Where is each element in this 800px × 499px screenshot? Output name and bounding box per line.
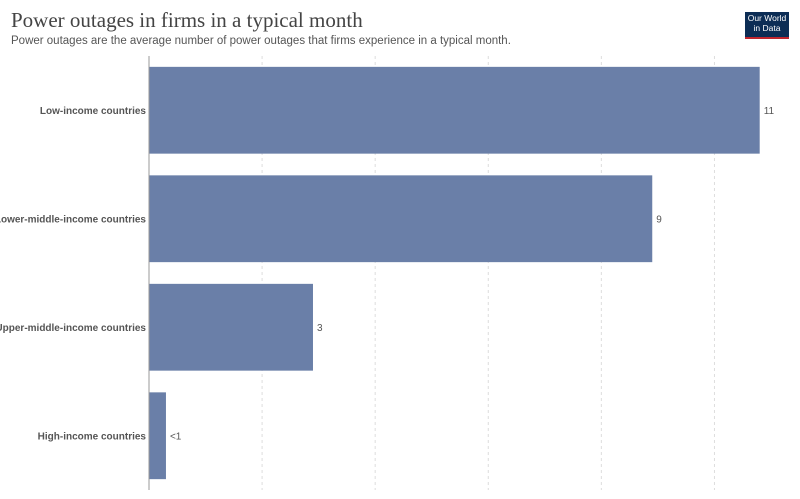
logo-line-2: in Data: [753, 23, 781, 33]
bars: [149, 66, 760, 480]
labels: Low-income countries 11 Lower-middle-incom…: [0, 106, 775, 443]
category-label: Low-income countries: [40, 106, 147, 117]
value-label: <1: [170, 431, 182, 442]
bar[interactable]: [149, 66, 760, 154]
bar[interactable]: [149, 283, 313, 371]
category-label: Lower-middle-income countries: [0, 214, 146, 225]
bar[interactable]: [149, 175, 653, 263]
value-label: 3: [317, 323, 323, 334]
value-label: 11: [764, 106, 775, 117]
category-label: High-income countries: [38, 431, 147, 442]
category-label: Upper-middle-income countries: [0, 323, 146, 334]
chart-subtitle: Power outages are the average number of …: [11, 35, 511, 47]
chart-title: Power outages in firms in a typical mont…: [11, 8, 363, 32]
value-label: 9: [656, 214, 662, 225]
bar[interactable]: [149, 392, 166, 480]
owid-logo[interactable]: Our World in Data: [745, 12, 789, 39]
logo-line-1: Our World: [747, 13, 787, 23]
